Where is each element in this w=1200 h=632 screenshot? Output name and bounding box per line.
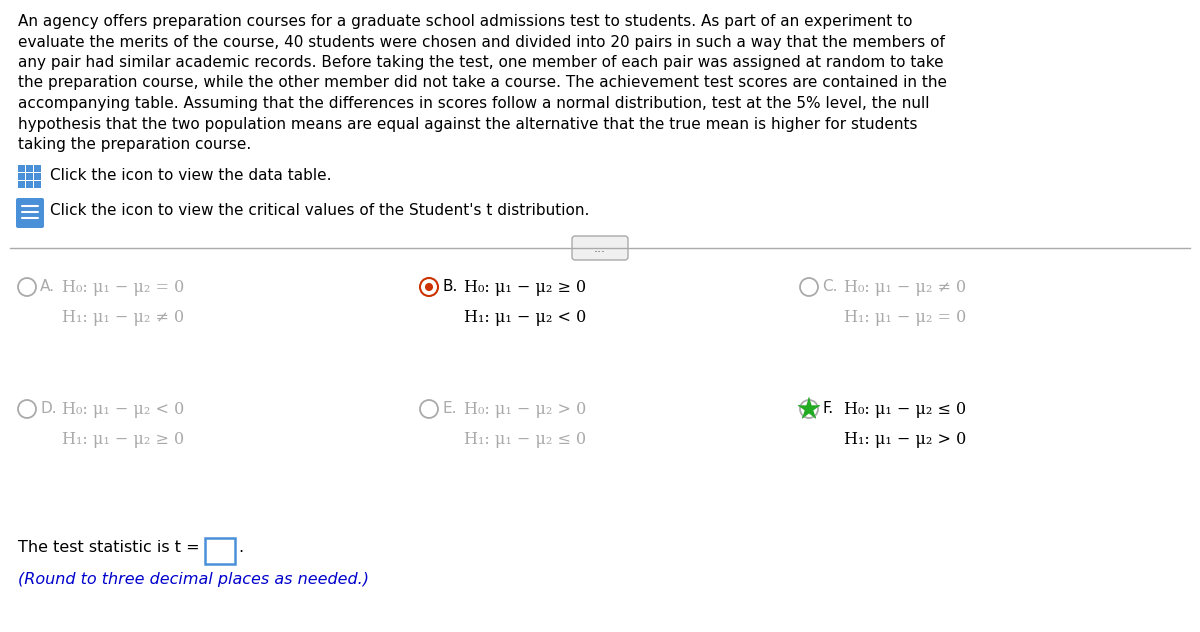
Text: D.: D.	[40, 401, 56, 416]
Text: the preparation course, while the other member did not take a course. The achiev: the preparation course, while the other …	[18, 75, 947, 90]
Text: H₀: μ₁ − μ₂ = 0: H₀: μ₁ − μ₂ = 0	[62, 279, 185, 296]
Text: H₁: μ₁ − μ₂ ≤ 0: H₁: μ₁ − μ₂ ≤ 0	[464, 431, 586, 448]
FancyBboxPatch shape	[18, 173, 25, 180]
Circle shape	[425, 283, 433, 291]
Text: E.: E.	[442, 401, 456, 416]
Text: A.: A.	[40, 279, 55, 294]
Text: ...: ...	[594, 241, 606, 255]
Text: H₁: μ₁ − μ₂ ≠ 0: H₁: μ₁ − μ₂ ≠ 0	[62, 309, 184, 326]
FancyBboxPatch shape	[205, 538, 235, 564]
Text: H₀: μ₁ − μ₂ ≥ 0: H₀: μ₁ − μ₂ ≥ 0	[464, 279, 586, 296]
Text: H₁: μ₁ − μ₂ = 0: H₁: μ₁ − μ₂ = 0	[844, 309, 966, 326]
Text: .: .	[238, 540, 244, 555]
Text: An agency offers preparation courses for a graduate school admissions test to st: An agency offers preparation courses for…	[18, 14, 912, 29]
FancyBboxPatch shape	[16, 198, 44, 228]
Text: F.: F.	[822, 401, 833, 416]
Text: H₁: μ₁ − μ₂ < 0: H₁: μ₁ − μ₂ < 0	[464, 309, 587, 326]
Text: (Round to three decimal places as needed.): (Round to three decimal places as needed…	[18, 572, 370, 587]
FancyBboxPatch shape	[26, 173, 34, 180]
FancyBboxPatch shape	[572, 236, 628, 260]
FancyBboxPatch shape	[26, 165, 34, 172]
Text: H₁: μ₁ − μ₂ ≥ 0: H₁: μ₁ − μ₂ ≥ 0	[62, 431, 184, 448]
Circle shape	[18, 400, 36, 418]
Polygon shape	[798, 397, 821, 419]
FancyBboxPatch shape	[26, 181, 34, 188]
Text: hypothesis that the two population means are equal against the alternative that : hypothesis that the two population means…	[18, 116, 918, 131]
Circle shape	[800, 400, 818, 418]
FancyBboxPatch shape	[34, 165, 41, 172]
Text: H₀: μ₁ − μ₂ > 0: H₀: μ₁ − μ₂ > 0	[464, 401, 587, 418]
Circle shape	[420, 400, 438, 418]
Polygon shape	[798, 397, 821, 419]
Circle shape	[800, 278, 818, 296]
Text: Click the icon to view the critical values of the Student's t distribution.: Click the icon to view the critical valu…	[50, 203, 589, 218]
Circle shape	[420, 278, 438, 296]
Text: C.: C.	[822, 279, 838, 294]
FancyBboxPatch shape	[34, 181, 41, 188]
Text: Click the icon to view the data table.: Click the icon to view the data table.	[50, 168, 331, 183]
Text: H₀: μ₁ − μ₂ ≠ 0: H₀: μ₁ − μ₂ ≠ 0	[844, 279, 966, 296]
Text: evaluate the merits of the course, 40 students were chosen and divided into 20 p: evaluate the merits of the course, 40 st…	[18, 35, 944, 49]
FancyBboxPatch shape	[34, 173, 41, 180]
Text: any pair had similar academic records. Before taking the test, one member of eac: any pair had similar academic records. B…	[18, 55, 943, 70]
Circle shape	[18, 278, 36, 296]
Text: The test statistic is t =: The test statistic is t =	[18, 540, 199, 555]
FancyBboxPatch shape	[18, 165, 25, 172]
Text: H₀: μ₁ − μ₂ < 0: H₀: μ₁ − μ₂ < 0	[62, 401, 185, 418]
FancyBboxPatch shape	[18, 181, 25, 188]
Text: H₀: μ₁ − μ₂ ≤ 0: H₀: μ₁ − μ₂ ≤ 0	[844, 401, 966, 418]
Text: H₁: μ₁ − μ₂ > 0: H₁: μ₁ − μ₂ > 0	[844, 431, 966, 448]
Text: taking the preparation course.: taking the preparation course.	[18, 137, 251, 152]
Text: B.: B.	[442, 279, 457, 294]
Text: accompanying table. Assuming that the differences in scores follow a normal dist: accompanying table. Assuming that the di…	[18, 96, 930, 111]
